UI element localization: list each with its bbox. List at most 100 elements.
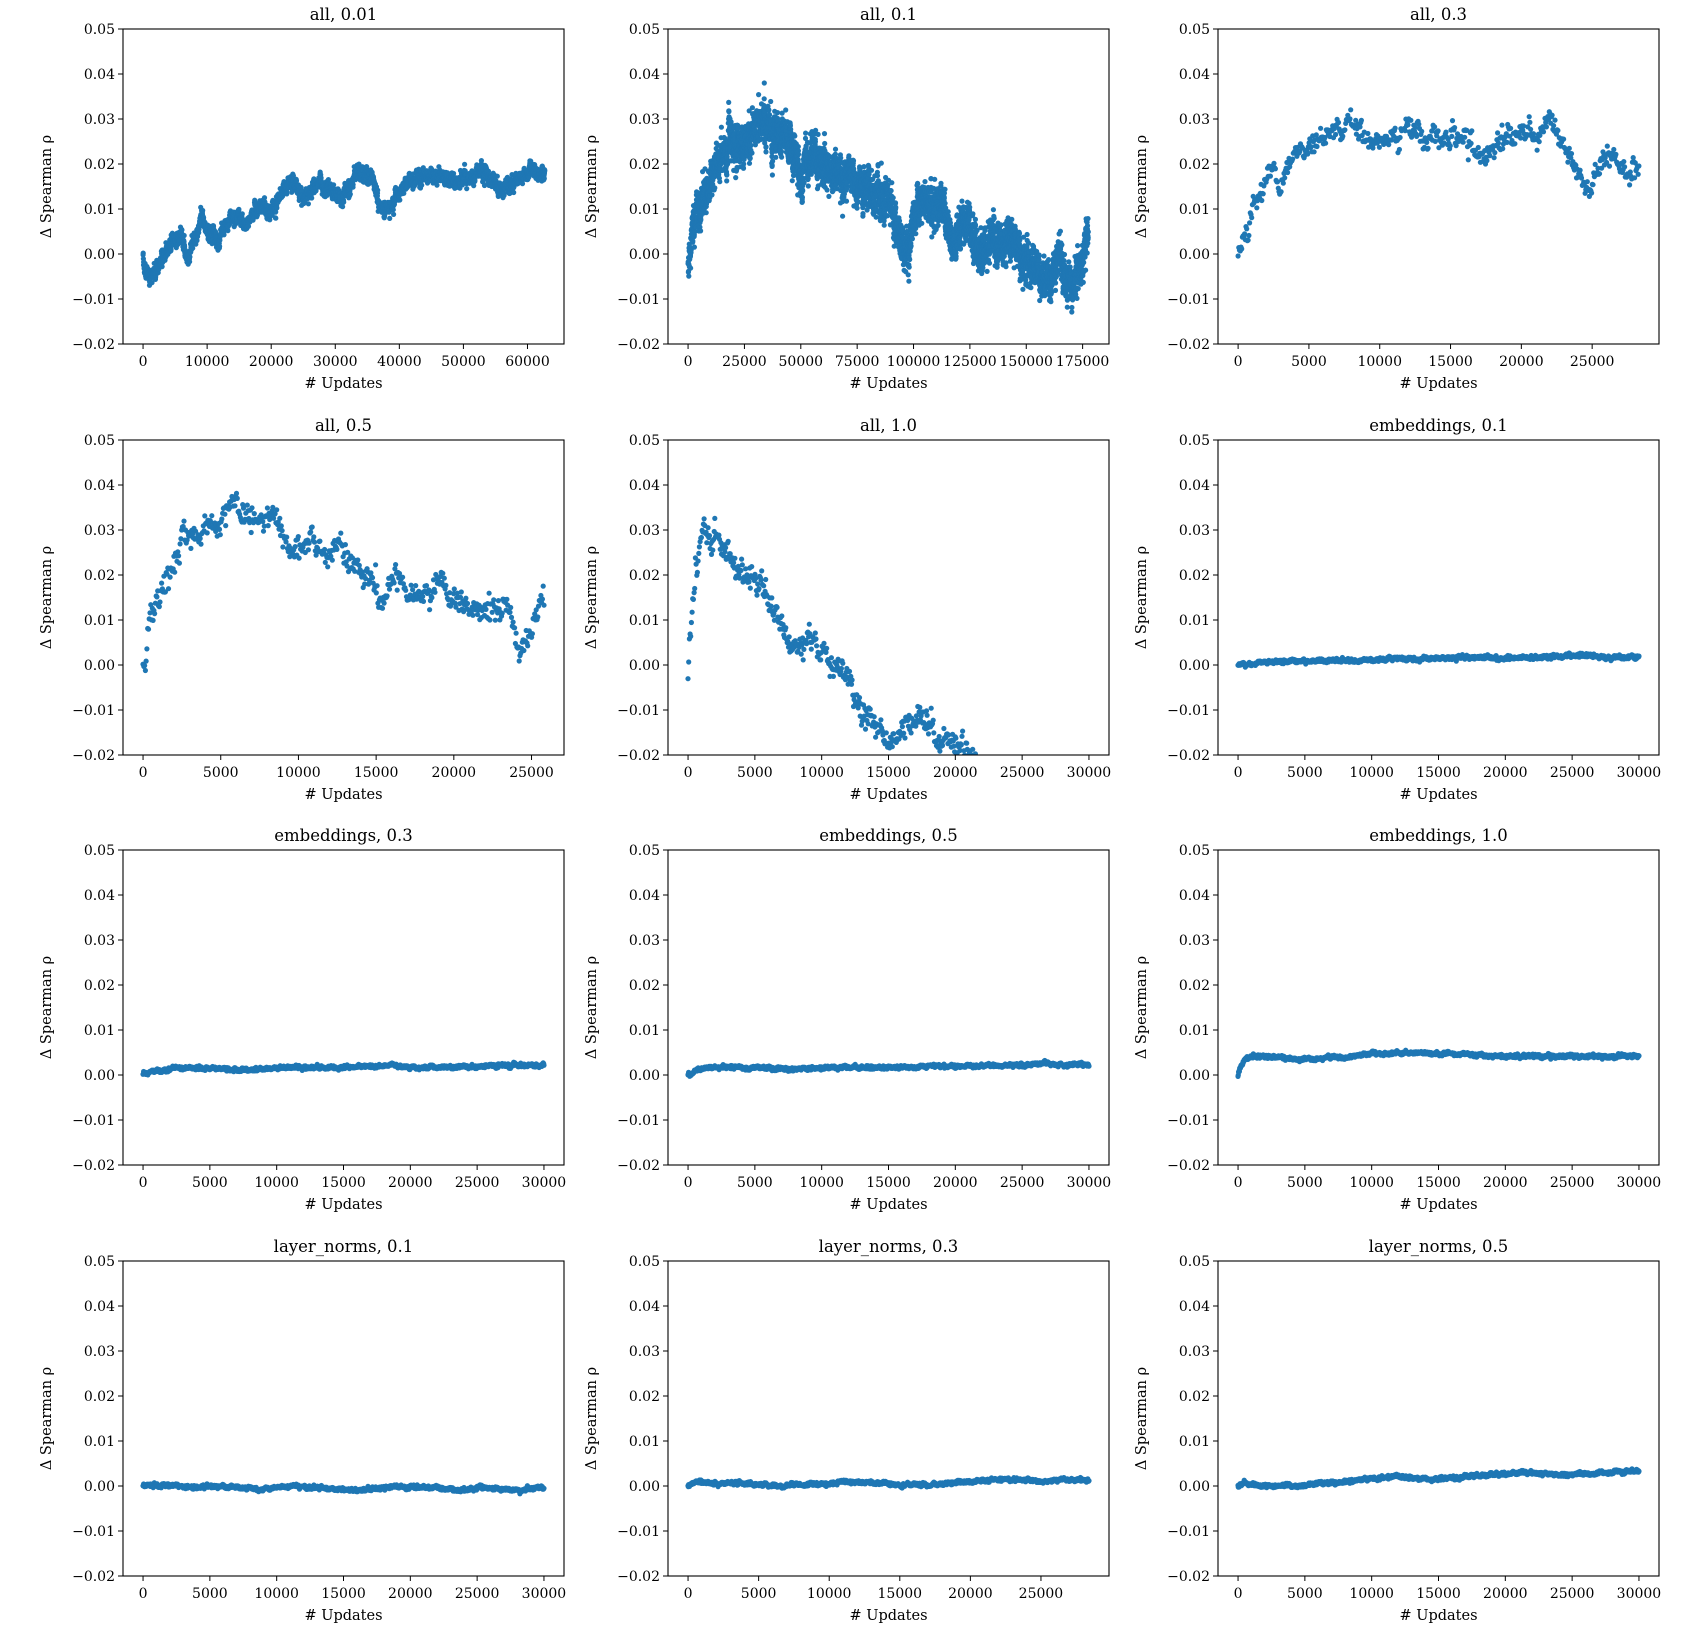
x-tick-label: 10000 bbox=[1357, 354, 1402, 370]
y-axis-label: Δ Spearman ρ bbox=[1134, 135, 1150, 238]
y-tick-label: 0.01 bbox=[629, 202, 660, 218]
x-tick-label: 25000 bbox=[1570, 354, 1615, 370]
x-tick-label: 25000 bbox=[509, 765, 554, 781]
x-tick-label: 60000 bbox=[505, 354, 550, 370]
x-axis-label: # Updates bbox=[1399, 376, 1477, 392]
y-tick-label: 0.03 bbox=[629, 933, 660, 949]
subplot-title: all, 1.0 bbox=[860, 416, 917, 435]
y-tick-label: 0.05 bbox=[629, 433, 660, 449]
y-tick-label: 0.02 bbox=[629, 157, 660, 173]
y-tick-label: 0.03 bbox=[84, 1344, 115, 1360]
y-tick-label: 0.02 bbox=[629, 568, 660, 584]
subplot-title: embeddings, 0.5 bbox=[819, 826, 958, 845]
x-tick-label: 30000 bbox=[1067, 1175, 1112, 1191]
y-axis-label: Δ Spearman ρ bbox=[1134, 546, 1150, 649]
subplot: −0.02 −0.01 0.00 0.01 0.02 0.03 0.04 0.05 0 5000 1… bbox=[39, 1237, 566, 1624]
y-tick-label: −0.02 bbox=[1167, 748, 1210, 764]
y-tick-label: 0.05 bbox=[1179, 1254, 1210, 1270]
y-axis-label: Δ Spearman ρ bbox=[39, 956, 55, 1059]
x-tick-label: 5000 bbox=[1287, 1175, 1323, 1191]
scatter-series bbox=[685, 1057, 1092, 1079]
y-tick-label: 0.04 bbox=[629, 1299, 660, 1315]
y-tick-label: 0.04 bbox=[1179, 888, 1210, 904]
y-tick-label: 0.02 bbox=[84, 1389, 115, 1405]
x-tick-label: 10000 bbox=[799, 765, 844, 781]
x-tick-label: 20000 bbox=[1483, 1586, 1528, 1602]
y-axis-label: Δ Spearman ρ bbox=[584, 1367, 600, 1470]
y-tick-label: −0.02 bbox=[1167, 337, 1210, 353]
y-tick-label: 0.04 bbox=[84, 67, 115, 83]
x-tick-label: 0 bbox=[684, 1586, 693, 1602]
x-tick-label: 5000 bbox=[737, 1175, 773, 1191]
x-tick-label: 0 bbox=[1234, 1175, 1243, 1191]
x-tick-label: 10000 bbox=[254, 1586, 299, 1602]
x-tick-label: 10000 bbox=[276, 765, 321, 781]
x-tick-label: 0 bbox=[684, 354, 693, 370]
y-tick-label: 0.00 bbox=[84, 1068, 115, 1084]
x-tick-label: 5000 bbox=[192, 1586, 228, 1602]
x-tick-label: 5000 bbox=[737, 765, 773, 781]
subplot: −0.02 −0.01 0.00 0.01 0.02 0.03 0.04 0.05 0 5000 1… bbox=[39, 416, 565, 803]
y-tick-label: 0.00 bbox=[1179, 1479, 1210, 1495]
axes-frame bbox=[1217, 28, 1660, 345]
y-tick-label: −0.01 bbox=[72, 703, 115, 719]
subplot-title: embeddings, 1.0 bbox=[1369, 826, 1508, 845]
y-tick-label: 0.04 bbox=[629, 478, 660, 494]
x-tick-label: 25000 bbox=[1550, 1586, 1595, 1602]
x-tick-label: 15000 bbox=[866, 1175, 911, 1191]
axes-frame bbox=[122, 28, 565, 345]
y-tick-label: 0.02 bbox=[1179, 1389, 1210, 1405]
y-tick-label: −0.02 bbox=[617, 1158, 660, 1174]
y-tick-label: 0.03 bbox=[629, 1344, 660, 1360]
y-tick-label: 0.01 bbox=[84, 1023, 115, 1039]
y-tick-label: 0.02 bbox=[629, 1389, 660, 1405]
y-tick-label: −0.01 bbox=[72, 1113, 115, 1129]
y-tick-label: 0.02 bbox=[84, 978, 115, 994]
x-tick-label: 30000 bbox=[1067, 765, 1112, 781]
x-tick-label: 20000 bbox=[249, 354, 294, 370]
y-axis-label: Δ Spearman ρ bbox=[584, 546, 600, 649]
y-tick-label: −0.02 bbox=[617, 748, 660, 764]
x-tick-label: 25000 bbox=[455, 1175, 500, 1191]
y-tick-label: −0.02 bbox=[72, 1158, 115, 1174]
x-tick-label: 15000 bbox=[1428, 354, 1473, 370]
y-tick-label: 0.01 bbox=[1179, 1023, 1210, 1039]
axes-frame bbox=[667, 849, 1110, 1166]
scatter-series bbox=[685, 80, 1091, 315]
x-tick-label: 25000 bbox=[722, 354, 767, 370]
y-tick-label: 0.00 bbox=[1179, 247, 1210, 263]
x-axis-label: # Updates bbox=[849, 1197, 927, 1213]
y-tick-label: 0.02 bbox=[1179, 978, 1210, 994]
x-tick-label: 5000 bbox=[203, 765, 239, 781]
subplot-title: all, 0.5 bbox=[315, 416, 372, 435]
x-tick-label: 50000 bbox=[441, 354, 486, 370]
y-axis-label: Δ Spearman ρ bbox=[39, 546, 55, 649]
x-tick-label: 5000 bbox=[1287, 1586, 1323, 1602]
y-tick-label: 0.04 bbox=[84, 478, 115, 494]
subplot: −0.02 −0.01 0.00 0.01 0.02 0.03 0.04 0.05 0 5000 1… bbox=[1134, 1237, 1661, 1624]
x-tick-label: 10000 bbox=[799, 1175, 844, 1191]
x-tick-label: 15000 bbox=[321, 1586, 366, 1602]
x-tick-label: 0 bbox=[139, 765, 148, 781]
y-tick-label: −0.02 bbox=[72, 748, 115, 764]
x-tick-label: 25000 bbox=[1000, 765, 1045, 781]
x-tick-label: 0 bbox=[139, 1586, 148, 1602]
x-tick-label: 25000 bbox=[1019, 1586, 1064, 1602]
y-tick-label: −0.01 bbox=[1167, 1113, 1210, 1129]
y-tick-label: 0.05 bbox=[629, 22, 660, 38]
x-tick-label: 40000 bbox=[377, 354, 422, 370]
y-tick-label: 0.03 bbox=[1179, 933, 1210, 949]
axes-frame bbox=[667, 28, 1110, 345]
y-tick-label: −0.02 bbox=[72, 337, 115, 353]
x-tick-label: 15000 bbox=[866, 765, 911, 781]
axes-frame bbox=[122, 1260, 565, 1577]
y-tick-label: 0.03 bbox=[629, 523, 660, 539]
y-tick-label: 0.00 bbox=[629, 658, 660, 674]
subplot-title: all, 0.3 bbox=[1410, 5, 1467, 24]
x-tick-label: 20000 bbox=[388, 1175, 433, 1191]
axes-frame bbox=[1217, 849, 1660, 1166]
subplot: −0.02 −0.01 0.00 0.01 0.02 0.03 0.04 0.05 0 10000… bbox=[39, 5, 565, 392]
y-tick-label: 0.00 bbox=[84, 658, 115, 674]
x-axis-label: # Updates bbox=[304, 787, 382, 803]
x-axis-label: # Updates bbox=[1399, 1608, 1477, 1624]
